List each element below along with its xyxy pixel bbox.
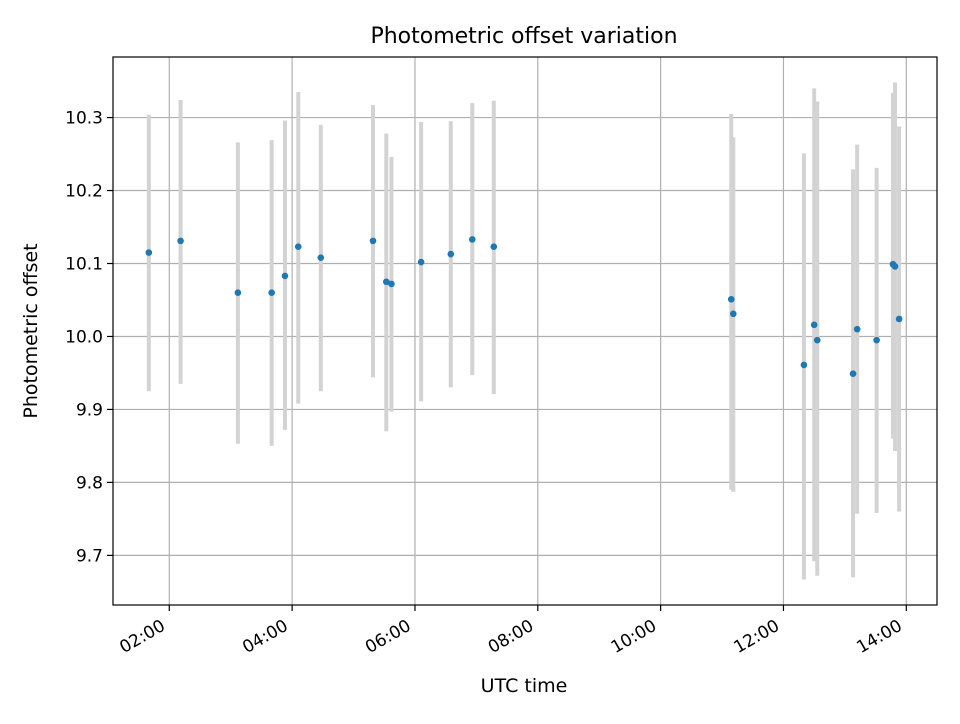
x-tick-label: 06:00: [362, 616, 414, 658]
x-tick-label: 14:00: [853, 616, 905, 658]
data-point: [730, 310, 737, 318]
data-point: [417, 258, 425, 266]
data-point: [268, 289, 275, 296]
data-point: [468, 236, 476, 243]
data-point: [813, 336, 821, 344]
data-point: [369, 237, 377, 245]
axes-frame: [112, 56, 938, 606]
data-point: [810, 321, 818, 329]
data-point: [145, 249, 153, 256]
y-tick-label: 10.2: [65, 182, 103, 202]
errorbar-layer: [146, 82, 902, 580]
data-point: [873, 336, 880, 344]
data-point: [891, 263, 899, 270]
data-point: [853, 325, 861, 333]
data-point: [895, 315, 903, 323]
data-point: [234, 289, 242, 296]
data-point: [490, 243, 498, 251]
data-point: [447, 250, 455, 258]
y-tick-label: 9.9: [76, 400, 103, 420]
data-point: [383, 278, 390, 286]
x-tick-label: 12:00: [731, 616, 783, 658]
data-point: [177, 237, 184, 245]
y-tick-label: 10.0: [65, 327, 103, 347]
point-layer: [145, 236, 903, 377]
x-tick-label: 10:00: [608, 616, 660, 658]
data-point: [727, 295, 735, 303]
grid-layer: [113, 57, 937, 605]
y-axis-ticks: 9.7 9.8 9.9 10.0 10.1 10.2 10.3: [65, 109, 113, 566]
data-point: [294, 243, 302, 251]
y-tick-label: 9.7: [76, 546, 103, 566]
x-tick-label: 02:00: [116, 616, 168, 658]
data-point: [849, 370, 857, 377]
y-tick-label: 10.1: [65, 255, 103, 275]
data-point: [281, 272, 289, 280]
y-tick-label: 10.3: [65, 109, 103, 129]
data-point: [317, 254, 325, 261]
x-axis-ticks: 02:00 04:00 06:00 08:00 10:00 12:00 14:00: [116, 605, 907, 658]
y-tick-label: 9.8: [76, 473, 103, 493]
data-point: [800, 361, 808, 369]
data-point: [388, 280, 395, 288]
x-axis-label: UTC time: [481, 675, 568, 697]
chart-title: Photometric offset variation: [370, 24, 677, 49]
y-axis-label: Photometric offset: [20, 243, 42, 418]
x-tick-label: 04:00: [239, 616, 291, 658]
x-tick-label: 08:00: [485, 616, 537, 658]
